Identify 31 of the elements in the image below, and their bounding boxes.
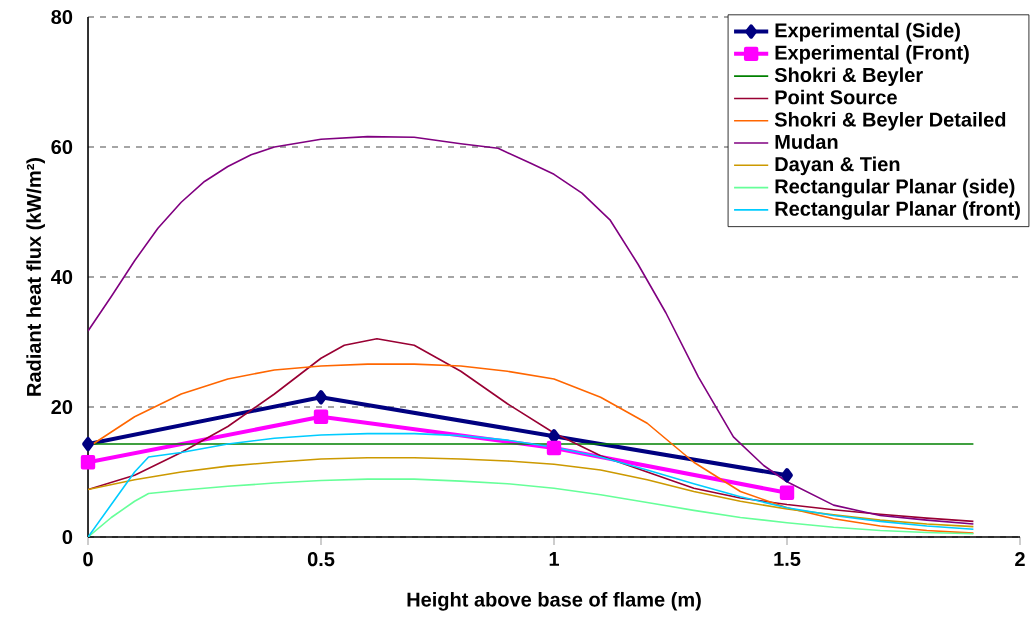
legend-label: Rectangular Planar (side): [775, 178, 1015, 198]
point: [80, 455, 96, 470]
legend-label: Shokri & Beyler: [774, 67, 923, 87]
x-tick-label: 1: [549, 552, 560, 566]
y-tick-label: 20: [51, 399, 73, 415]
line-series: [88, 478, 975, 538]
point: [781, 468, 793, 483]
point: [313, 409, 329, 424]
y-axis-title: Radiant heat flux (kW/m²): [26, 158, 45, 396]
point: [779, 485, 795, 500]
line-series: [88, 432, 975, 538]
legend-label: Dayan & Tien: [775, 156, 900, 176]
point: [546, 440, 562, 456]
x-axis-title: Height above base of flame (m): [407, 591, 701, 611]
legend-label: Mudan: [775, 134, 838, 149]
legend-label: Experimental (Side): [775, 22, 960, 42]
x-tick-label: 0: [83, 552, 93, 567]
x-tick-label: 2: [1015, 552, 1025, 567]
point: [315, 390, 327, 405]
legend-label: Experimental (Front): [775, 45, 969, 64]
y-tick-label: 40: [51, 269, 73, 285]
x-tick-label: 1.5: [774, 552, 801, 567]
y-tick-label: 80: [51, 9, 73, 25]
point: [82, 436, 94, 452]
y-tick-label: 0: [62, 529, 73, 545]
y-tick-label: 60: [51, 139, 73, 155]
legend-label: Shokri & Beyler Detailed: [774, 111, 1006, 131]
line-series: [88, 456, 975, 528]
legend-label: Point Source: [775, 89, 897, 105]
legend-label: Rectangular Planar (front): [775, 201, 1020, 220]
x-tick-label: 0.5: [307, 552, 335, 567]
